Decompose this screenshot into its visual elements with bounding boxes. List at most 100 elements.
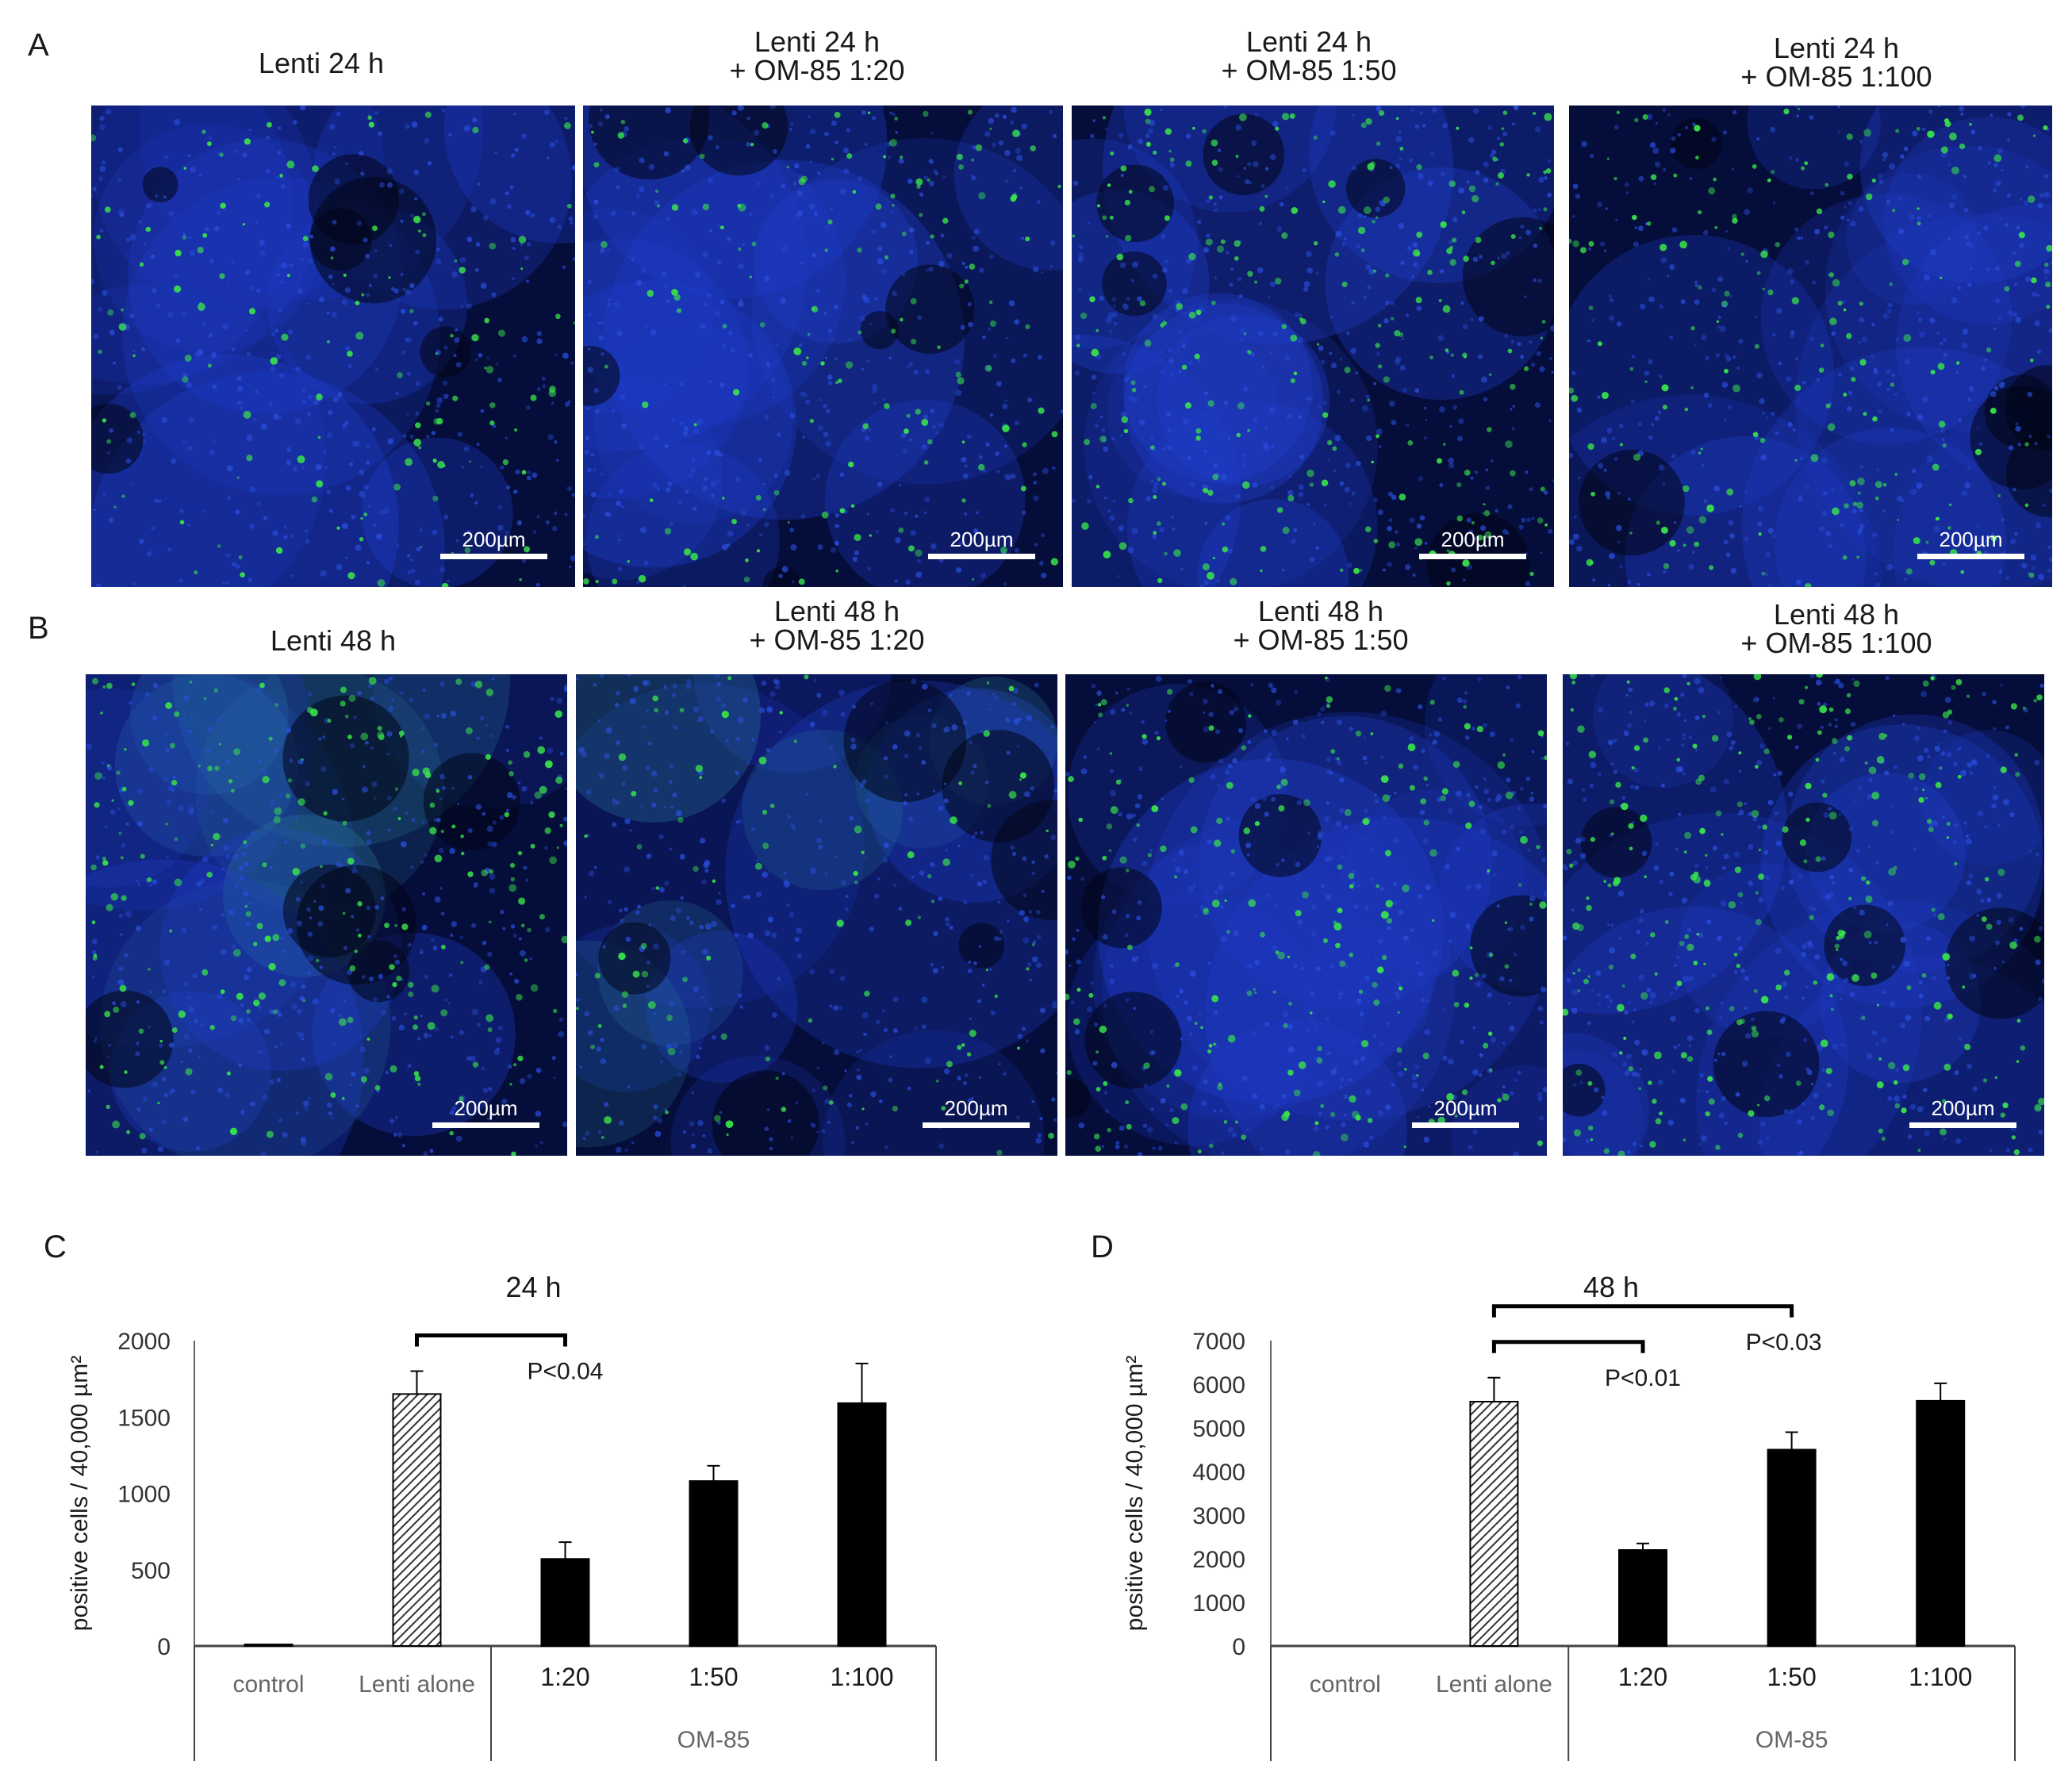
bar-1-50	[689, 1480, 739, 1647]
scale-bar-label: 200µm	[1939, 528, 2003, 551]
micrograph-b2: 200µm	[576, 674, 1057, 1156]
title-b4-line2: + OM-85 1:100	[1740, 627, 1932, 659]
y-tick-label: 3000	[1192, 1503, 1245, 1529]
category-label: control	[1310, 1671, 1381, 1698]
bar-1-20	[540, 1558, 590, 1647]
scale-bar-label: 200µm	[944, 1096, 1008, 1120]
y-tick-label: 1500	[117, 1405, 171, 1431]
y-tick-label: 7000	[1192, 1329, 1245, 1355]
y-axis-label: positive cells / 40,000 µm²	[67, 1356, 93, 1631]
micrograph-texture	[1563, 674, 2044, 1156]
micrograph-texture	[583, 106, 1063, 587]
group-label: OM-85	[1755, 1727, 1828, 1753]
y-axis-label: positive cells / 40,000 µm²	[1122, 1356, 1148, 1631]
bar-1-50	[1767, 1448, 1817, 1647]
p-value-label: P<0.01	[1605, 1365, 1681, 1391]
scale-bar: 200µm	[1909, 1097, 2016, 1128]
y-tick-label: 2000	[1192, 1547, 1245, 1573]
micrograph-texture	[576, 674, 1057, 1156]
micrograph-texture	[91, 106, 575, 587]
category-label: Lenti alone	[1436, 1671, 1552, 1698]
category-label: 1:20	[540, 1663, 589, 1691]
panel-letter-b: B	[28, 611, 49, 646]
p-value-label: P<0.04	[528, 1359, 604, 1385]
category-label: 1:100	[830, 1663, 893, 1691]
chart-title: 24 h	[505, 1271, 561, 1303]
title-b3: Lenti 48 h + OM-85 1:50	[1202, 597, 1440, 654]
y-tick-label: 1000	[117, 1482, 171, 1508]
scale-bar-label: 200µm	[1441, 528, 1505, 551]
title-b1: Lenti 48 h	[250, 627, 416, 655]
y-tick-label: 0	[157, 1634, 171, 1660]
micrograph-texture	[1569, 106, 2052, 587]
bar-1-100	[1916, 1399, 1966, 1647]
micrograph-a3: 200µm	[1072, 106, 1554, 587]
title-a2: Lenti 24 h + OM-85 1:20	[698, 28, 936, 85]
chart-title: 48 h	[1583, 1271, 1639, 1303]
title-b2-line2: + OM-85 1:20	[749, 623, 925, 656]
title-a1: Lenti 24 h	[238, 49, 405, 78]
micrograph-a4: 200µm	[1569, 106, 2052, 587]
category-label: 1:50	[1767, 1663, 1816, 1691]
micrograph-b1: 200µm	[86, 674, 567, 1156]
category-label: 1:50	[689, 1663, 738, 1691]
panel-letter-a: A	[28, 28, 49, 63]
micrograph-b4: 200µm	[1563, 674, 2044, 1156]
title-a4: Lenti 24 h + OM-85 1:100	[1702, 34, 1971, 91]
title-a2-line1: Lenti 24 h	[754, 25, 881, 58]
category-label: control	[232, 1671, 304, 1698]
chart-48h-svg: 48 h positive cells / 40,000 µm² 0 1000 2000…	[1122, 1271, 2016, 1761]
chart-24h-svg: 24 h positive cells / 40,000 µm² 0 500 1000 1…	[67, 1271, 937, 1761]
scale-bar-label: 200µm	[1931, 1096, 1995, 1120]
bar-1-20	[1618, 1549, 1667, 1647]
scale-bar-label: 200µm	[454, 1096, 518, 1120]
title-a3: Lenti 24 h + OM-85 1:50	[1190, 28, 1428, 85]
significance-bracket	[1491, 1340, 1645, 1353]
scale-bar: 200µm	[1419, 528, 1526, 559]
y-tick-label: 500	[131, 1558, 171, 1584]
title-b2-line1: Lenti 48 h	[773, 595, 900, 627]
significance-bracket	[415, 1333, 567, 1347]
title-b2: Lenti 48 h + OM-85 1:20	[718, 597, 956, 654]
micrograph-texture	[1065, 674, 1547, 1156]
y-tick-label: 1000	[1192, 1590, 1245, 1617]
panel-letter-c: C	[44, 1230, 67, 1264]
bar-lenti-alone	[392, 1393, 442, 1647]
y-tick-label: 2000	[117, 1329, 171, 1355]
category-label: 1:100	[1909, 1663, 1972, 1691]
scale-bar-label: 200µm	[950, 528, 1014, 551]
scale-bar: 200µm	[1412, 1097, 1519, 1128]
p-value-label: P<0.03	[1746, 1329, 1822, 1356]
micrograph-b3: 200µm	[1065, 674, 1547, 1156]
title-b4: Lenti 48 h + OM-85 1:100	[1702, 600, 1971, 658]
scale-bar: 200µm	[923, 1097, 1030, 1128]
y-tick-label: 0	[1232, 1634, 1245, 1660]
y-tick-label: 6000	[1192, 1372, 1245, 1398]
title-a3-line2: + OM-85 1:50	[1221, 54, 1397, 86]
title-b3-line2: + OM-85 1:50	[1233, 623, 1409, 656]
micrograph-texture	[86, 674, 567, 1156]
title-b1-line1: Lenti 48 h	[270, 624, 397, 657]
title-b3-line1: Lenti 48 h	[1257, 595, 1384, 627]
panel-letter-d: D	[1091, 1230, 1114, 1264]
bar-lenti-alone	[1469, 1401, 1519, 1647]
title-a4-line1: Lenti 24 h	[1773, 32, 1900, 64]
bar-control	[244, 1644, 294, 1648]
scale-bar: 200µm	[432, 1097, 539, 1128]
group-label: OM-85	[677, 1727, 750, 1753]
title-b4-line1: Lenti 48 h	[1773, 598, 1900, 631]
chart-48h: 48 h positive cells / 40,000 µm² 0 1000 2000…	[1103, 1261, 2031, 1769]
scale-bar-label: 200µm	[462, 528, 526, 551]
category-label: Lenti alone	[359, 1671, 475, 1698]
significance-bracket	[1491, 1304, 1794, 1318]
scale-bar-label: 200µm	[1433, 1096, 1498, 1120]
scale-bar: 200µm	[928, 528, 1035, 559]
scale-bar: 200µm	[440, 528, 547, 559]
title-a3-line1: Lenti 24 h	[1245, 25, 1372, 58]
scale-bar: 200µm	[1917, 528, 2024, 559]
y-tick-label: 5000	[1192, 1416, 1245, 1442]
category-label: 1:20	[1618, 1663, 1667, 1691]
micrograph-a2: 200µm	[583, 106, 1063, 587]
title-a2-line2: + OM-85 1:20	[729, 54, 905, 86]
title-a4-line2: + OM-85 1:100	[1740, 60, 1932, 93]
